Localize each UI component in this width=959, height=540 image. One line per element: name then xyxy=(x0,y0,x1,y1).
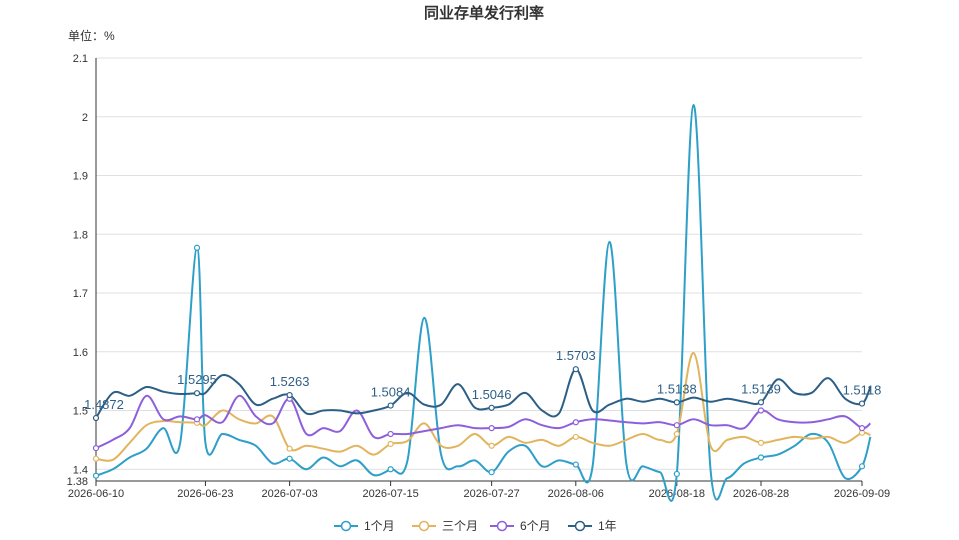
data-label: 1.5295 xyxy=(177,372,217,387)
data-point xyxy=(757,454,765,461)
grid xyxy=(96,57,862,470)
legend: 1个月 三个月 6个月 1年 xyxy=(334,519,617,533)
data-point xyxy=(286,391,293,399)
data-point xyxy=(572,433,579,441)
data-point xyxy=(193,390,201,397)
y-tick-label: 1.9 xyxy=(73,171,88,183)
data-point xyxy=(673,399,680,406)
data-point xyxy=(92,414,100,422)
data-labels: 1.4872 1.5295 1.5263 1.5084 1.5046 1.5703 1.51… xyxy=(84,348,881,412)
data-point xyxy=(488,469,495,476)
data-label: 1.5084 xyxy=(371,385,411,400)
y-tick-label: 1.38 xyxy=(67,476,88,488)
y-tick-label: 1.6 xyxy=(73,347,88,359)
x-tick-label: 2026-08-06 xyxy=(548,488,604,500)
data-point xyxy=(92,472,100,479)
legend-label: 6个月 xyxy=(520,519,551,533)
data-point xyxy=(757,439,765,446)
data-label: 1.5118 xyxy=(843,383,882,398)
legend-swatch-marker xyxy=(418,520,430,532)
data-label: 1.5703 xyxy=(556,348,596,363)
data-point xyxy=(92,455,100,462)
series-lines xyxy=(95,103,872,502)
data-point xyxy=(387,402,394,409)
data-label: 1.5263 xyxy=(270,374,310,389)
legend-swatch-marker xyxy=(340,520,352,532)
x-tick-label: 2026-07-03 xyxy=(261,488,317,500)
data-point xyxy=(572,419,579,426)
x-tick-label: 2026-06-23 xyxy=(177,488,233,500)
data-point xyxy=(572,461,579,468)
data-point xyxy=(673,470,680,478)
data-label: 1.5139 xyxy=(741,381,781,396)
x-tick-label: 2026-06-10 xyxy=(68,488,124,500)
data-label: 1.5138 xyxy=(657,381,697,396)
data-point xyxy=(193,244,201,251)
data-point xyxy=(488,425,495,432)
data-point xyxy=(858,400,866,407)
y-tick-label: 2 xyxy=(82,112,88,124)
data-point xyxy=(286,455,293,462)
data-label: 1.4872 xyxy=(84,397,124,412)
data-point xyxy=(286,445,293,452)
legend-label: 1年 xyxy=(598,519,617,533)
series-line-0 xyxy=(95,103,872,502)
unit-label: 单位：% xyxy=(68,28,115,43)
x-tick-label: 2026-07-27 xyxy=(463,488,519,500)
data-point xyxy=(488,404,495,411)
series-line-1 xyxy=(95,351,871,462)
y-tick-label: 2.1 xyxy=(73,53,88,65)
data-label: 1.5046 xyxy=(472,387,512,402)
chart-title: 同业存单发行利率 xyxy=(424,4,544,22)
x-tick-label: 2026-08-18 xyxy=(649,488,705,500)
legend-label: 三个月 xyxy=(442,519,478,533)
x-tick-label: 2026-09-09 xyxy=(834,488,890,500)
markers xyxy=(92,244,866,479)
data-point xyxy=(488,442,495,449)
legend-swatch-marker xyxy=(496,520,508,532)
y-tick-label: 1.4 xyxy=(73,464,88,476)
data-point xyxy=(92,445,100,452)
series-line-3 xyxy=(95,368,872,419)
data-point xyxy=(858,425,866,432)
data-point xyxy=(387,430,394,438)
data-point xyxy=(673,430,680,438)
y-tick-label: 1.8 xyxy=(73,229,88,241)
data-point xyxy=(193,416,201,423)
series-line-2 xyxy=(95,394,872,449)
x-tick-label: 2026-08-28 xyxy=(733,488,789,500)
data-point xyxy=(673,422,680,429)
data-point xyxy=(572,366,579,373)
data-point xyxy=(387,440,394,448)
legend-swatch-marker xyxy=(574,520,586,532)
data-point xyxy=(387,466,394,473)
data-point xyxy=(757,399,765,406)
axes: 1.381.4 1.5 1.6 1.7 1.8 1.9 2 2.1 2026-06-10 2026… xyxy=(67,53,891,500)
data-point xyxy=(757,407,765,414)
data-point xyxy=(858,463,866,470)
y-tick-label: 1.7 xyxy=(73,288,88,300)
x-tick-label: 2026-07-15 xyxy=(362,488,418,500)
y-tick-label: 1.5 xyxy=(73,406,88,418)
legend-label: 1个月 xyxy=(364,519,395,533)
